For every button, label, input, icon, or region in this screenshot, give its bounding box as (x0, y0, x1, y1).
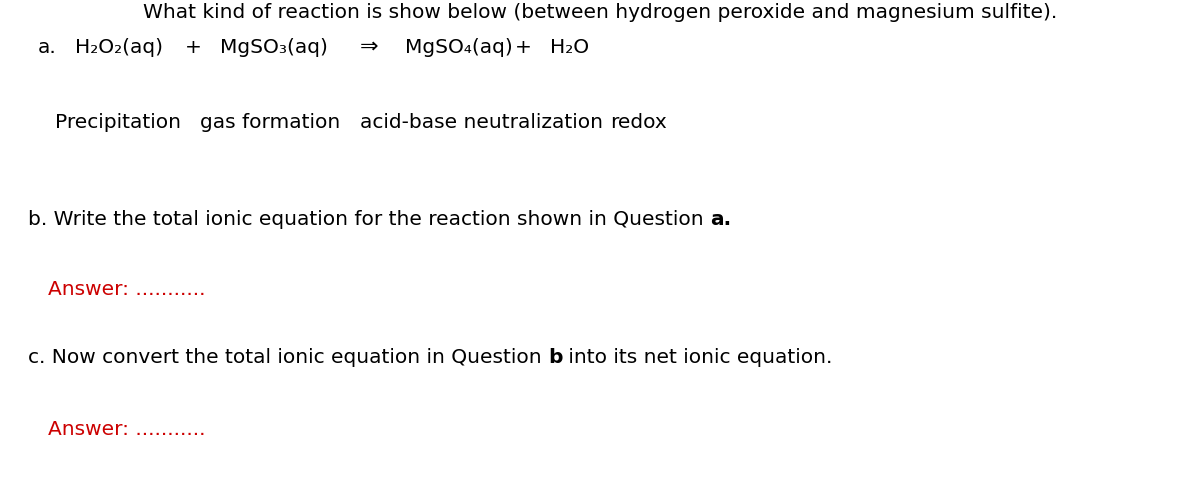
Text: acid-base neutralization: acid-base neutralization (360, 113, 604, 132)
Text: Precipitation: Precipitation (55, 113, 181, 132)
Text: H₂O: H₂O (550, 38, 589, 57)
Text: MgSO₄(aq): MgSO₄(aq) (406, 38, 512, 57)
Text: into its net ionic equation.: into its net ionic equation. (563, 348, 833, 367)
Text: ⇒: ⇒ (360, 37, 379, 57)
Text: c. Now convert the total ionic equation in Question: c. Now convert the total ionic equation … (28, 348, 548, 367)
Text: b. Write the total ionic equation for the reaction shown in Question: b. Write the total ionic equation for th… (28, 210, 710, 229)
Text: gas formation: gas formation (200, 113, 341, 132)
Text: +: + (515, 38, 532, 57)
Text: Answer: ...........: Answer: ........... (48, 420, 205, 439)
Text: b: b (548, 348, 563, 367)
Text: Answer: ...........: Answer: ........... (48, 280, 205, 299)
Text: What kind of reaction is show below (between hydrogen peroxide and magnesium sul: What kind of reaction is show below (bet… (143, 3, 1057, 22)
Text: redox: redox (610, 113, 667, 132)
Text: +: + (185, 38, 202, 57)
Text: MgSO₃(aq): MgSO₃(aq) (220, 38, 328, 57)
Text: a.: a. (710, 210, 731, 229)
Text: H₂O₂(aq): H₂O₂(aq) (74, 38, 163, 57)
Text: a.: a. (38, 38, 56, 57)
